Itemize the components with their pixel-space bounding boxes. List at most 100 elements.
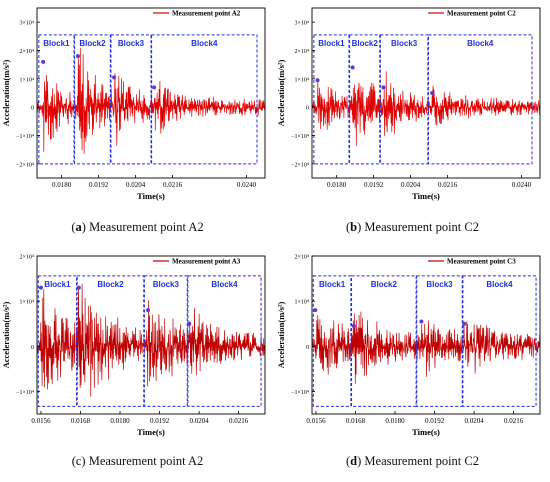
y-tick-label: 3×10⁴ [20, 21, 34, 27]
x-tick-label: 0.0156 [306, 417, 326, 425]
x-axis-label: Time(s) [412, 427, 440, 437]
block-label: Block1 [318, 39, 345, 48]
block-label: Block2 [97, 280, 124, 289]
chart-c-svg: Block1 Block2 Block3 Block4 −1×10⁴ 0 1×10⁴ 2×10… [1, 255, 266, 437]
x-tick-label: 0.0156 [31, 417, 51, 425]
block-box [187, 275, 262, 407]
signal-line [312, 71, 540, 147]
block-label: Block4 [211, 280, 238, 289]
x-tick-label: 0.0180 [385, 417, 405, 425]
y-tick-label: −1×10⁴ [291, 134, 309, 140]
peak-marker [41, 59, 46, 64]
caption-b: (b) Measurement point C2 [346, 220, 479, 234]
x-tick-label: 0.0204 [126, 181, 146, 189]
x-tick-label: 0.0168 [71, 417, 91, 425]
block-label: Block3 [153, 280, 180, 289]
y-axis-label: Acceleration(m/s²) [276, 301, 286, 368]
y-axis-label: Acceleration(m/s²) [276, 59, 286, 126]
block-box [351, 275, 417, 407]
block-box [349, 34, 381, 165]
y-tick-label: 2×10⁴ [20, 255, 34, 261]
x-tick-label: 0.0240 [512, 181, 532, 189]
y-tick-label: −2×10⁴ [16, 162, 34, 168]
x-tick-label: 0.0216 [438, 181, 458, 189]
peak-marker [381, 85, 386, 90]
caption-c: (c) Measurement point A2 [71, 454, 204, 468]
y-tick-label: 1×10⁴ [295, 77, 309, 83]
y-tick-label: 1×10⁴ [20, 300, 34, 306]
y-tick-label: 1×10⁴ [20, 77, 34, 83]
signal-line [37, 283, 265, 397]
peak-marker [112, 75, 117, 80]
block-label: Block1 [43, 39, 70, 48]
block-box [312, 275, 352, 407]
x-tick-label: 0.0180 [110, 417, 130, 425]
block-box [38, 34, 75, 165]
x-tick-label: 0.0204 [401, 181, 421, 189]
chart-b-svg: Block1 Block2 Block3 Block4 −2×10⁴ −1×10⁴ 0 1×1… [276, 7, 541, 201]
y-tick-label: 3×10⁴ [295, 21, 309, 27]
peak-marker [462, 321, 467, 326]
peak-marker [75, 54, 80, 59]
block-box [462, 275, 537, 407]
block-label: Block1 [44, 280, 71, 289]
block-box [143, 275, 188, 407]
x-tick-label: 0.0192 [89, 181, 109, 189]
panel-b: Block1 Block2 Block3 Block4 −2×10⁴ −1×10⁴ 0 1×1… [275, 0, 550, 241]
legend-label: Measurement point C3 [447, 258, 516, 266]
caption-a: (a) Measurement point A2 [71, 220, 204, 234]
peak-marker [146, 308, 151, 313]
x-tick-label: 0.0204 [464, 417, 484, 425]
x-axis-label: Time(s) [137, 191, 165, 201]
x-tick-label: 0.0216 [163, 181, 183, 189]
x-tick-label: 0.0192 [425, 417, 445, 425]
y-tick-label: 1×10⁴ [295, 300, 309, 306]
panel-c: Block1 Block2 Block3 Block4 −1×10⁴ 0 1×10⁴ 2×10… [0, 241, 275, 482]
x-tick-label: 0.0180 [52, 181, 72, 189]
y-tick-label: 0 [306, 345, 309, 351]
peak-marker [187, 321, 192, 326]
x-tick-label: 0.0216 [229, 417, 249, 425]
x-tick-label: 0.0192 [150, 417, 170, 425]
plot-frame [36, 7, 266, 179]
block-box [151, 34, 258, 165]
block-label: Block1 [319, 280, 346, 289]
block-label: Block2 [371, 280, 398, 289]
peak-marker [152, 85, 157, 90]
block-box [74, 34, 111, 165]
block-box [37, 275, 78, 407]
y-tick-label: 0 [31, 106, 34, 112]
plot-frame [311, 255, 541, 415]
panel-d: Block1 Block2 Block3 Block4 −1×10⁴ 0 1×10⁴ 2×10… [275, 241, 550, 482]
caption-d: (d) Measurement point C2 [346, 454, 479, 468]
plot-frame [311, 7, 541, 179]
x-tick-label: 0.0240 [237, 181, 257, 189]
x-axis-label: Time(s) [412, 191, 440, 201]
y-axis-label: Acceleration(m/s²) [1, 301, 11, 368]
y-tick-label: 2×10⁴ [20, 49, 34, 55]
peak-marker [76, 285, 81, 290]
y-axis-label: Acceleration(m/s²) [1, 59, 11, 126]
peak-marker [430, 91, 435, 95]
y-tick-label: −1×10⁴ [16, 134, 34, 140]
peak-marker [315, 78, 320, 83]
block-label: Block4 [191, 39, 218, 48]
legend-label: Measurement point A2 [172, 10, 241, 18]
plot-frame [36, 255, 266, 415]
chart-a-svg: Block1 Block2 Block3 Block4 −2×10⁴ −1×10⁴ 0 1×1… [1, 7, 266, 201]
peak-marker [419, 319, 424, 324]
peak-marker [351, 323, 356, 328]
x-tick-label: 0.0168 [346, 417, 366, 425]
y-tick-label: −1×10⁴ [291, 390, 309, 396]
signal-line [312, 311, 540, 384]
block-label: Block4 [467, 39, 494, 48]
panel-a: Block1 Block2 Block3 Block4 −2×10⁴ −1×10⁴ 0 1×1… [0, 0, 275, 241]
x-tick-label: 0.0216 [504, 417, 524, 425]
y-tick-label: 0 [306, 106, 309, 112]
block-box [379, 34, 429, 165]
block-label: Block2 [352, 39, 379, 48]
block-box [76, 275, 145, 407]
x-axis-label: Time(s) [137, 427, 165, 437]
block-box [313, 34, 350, 165]
